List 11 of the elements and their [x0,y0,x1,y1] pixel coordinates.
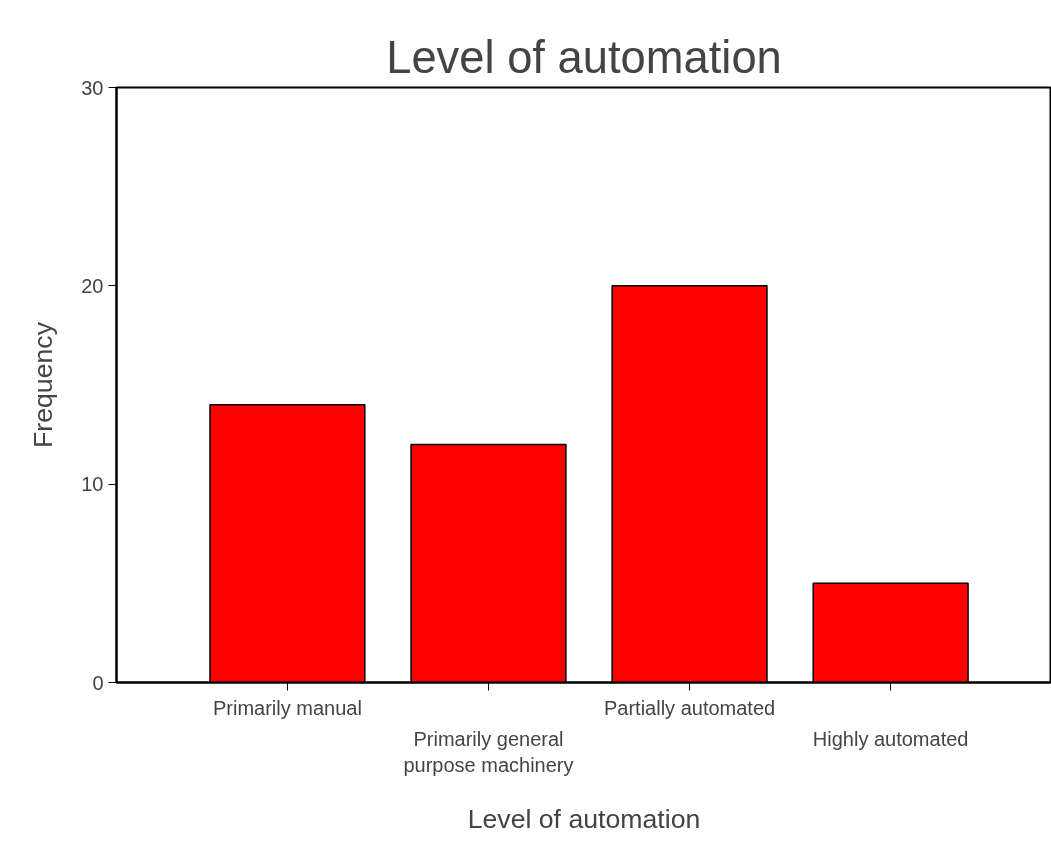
y-tick-label: 0 [92,671,104,694]
x-axis-title: Level of automation [467,803,701,834]
y-tick-label: 20 [81,274,104,297]
x-tick-label: Primarily manual [212,696,362,719]
y-tick-label: 30 [81,76,104,99]
x-tick-label: Primarily general purpose machinery [403,727,574,776]
chart-title: Level of automation [386,31,782,83]
y-axis-title: Frequency [28,321,59,448]
y-tick-label: 10 [81,473,104,496]
x-tick-label: Partially automated [603,696,776,719]
x-tick-label: Highly automated [812,727,969,750]
